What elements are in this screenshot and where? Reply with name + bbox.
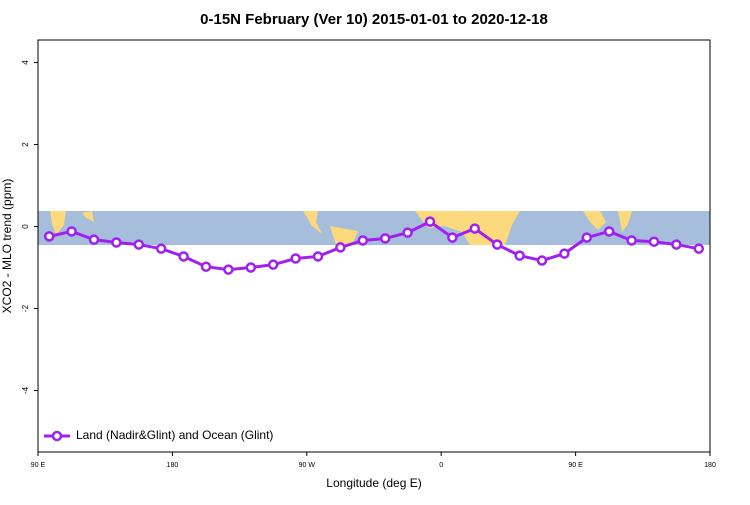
data-point: [559, 248, 570, 259]
y-tick-label: -4: [21, 386, 30, 394]
data-point: [200, 261, 212, 272]
data-point: [312, 251, 324, 262]
data-point: [648, 236, 660, 247]
land: [618, 211, 632, 232]
data-point: [379, 233, 391, 244]
x-tick-label: 90 W: [299, 462, 316, 469]
data-point: [424, 216, 436, 227]
data-point: [66, 226, 77, 237]
y-tick-label: 2: [21, 142, 30, 147]
land: [330, 226, 358, 245]
data-point: [88, 234, 100, 245]
chart-title: 0-15N February (Ver 10) 2015-01-01 to 20…: [200, 11, 548, 28]
data-point: [536, 255, 548, 266]
land: [303, 211, 322, 234]
x-tick-label: 90 E: [31, 462, 46, 469]
data-point: [491, 239, 503, 250]
data-point: [111, 237, 122, 248]
x-tick-label: 90 E: [568, 462, 583, 469]
data-point: [447, 232, 458, 243]
data-point: [178, 251, 189, 262]
data-point: [603, 226, 615, 237]
x-tick-label: 180: [167, 462, 179, 469]
data-point: [402, 227, 413, 238]
data-point: [43, 231, 55, 242]
data-point: [267, 259, 279, 270]
y-tick-label: -2: [21, 304, 30, 312]
x-tick-label: 180: [704, 462, 716, 469]
data-point: [155, 243, 167, 254]
x-axis-label: Longitude (deg E): [326, 476, 421, 490]
data-point: [626, 235, 637, 246]
plot-frame: [37, 39, 711, 453]
land: [82, 211, 94, 222]
data-point: [357, 235, 369, 246]
land: [50, 211, 66, 235]
legend-marker: [51, 430, 63, 442]
legend-label: Land (Nadir&Glint) and Ocean (Glint): [76, 428, 273, 442]
data-point: [223, 264, 234, 275]
data-point: [469, 223, 481, 234]
data-point: [581, 232, 593, 243]
land: [583, 211, 606, 230]
data-point: [245, 262, 257, 273]
y-tick-label: 4: [21, 60, 30, 65]
land: [415, 211, 520, 245]
data-point: [693, 243, 705, 254]
x-tick-label: 0: [439, 462, 443, 469]
data-point: [671, 239, 682, 250]
y-tick-label: 0: [21, 224, 30, 229]
data-point: [290, 253, 301, 264]
data-point: [514, 250, 525, 261]
y-axis-label: XCO2 - MLO trend (ppm): [0, 179, 14, 314]
data-point: [335, 242, 346, 253]
data-point: [133, 239, 145, 250]
